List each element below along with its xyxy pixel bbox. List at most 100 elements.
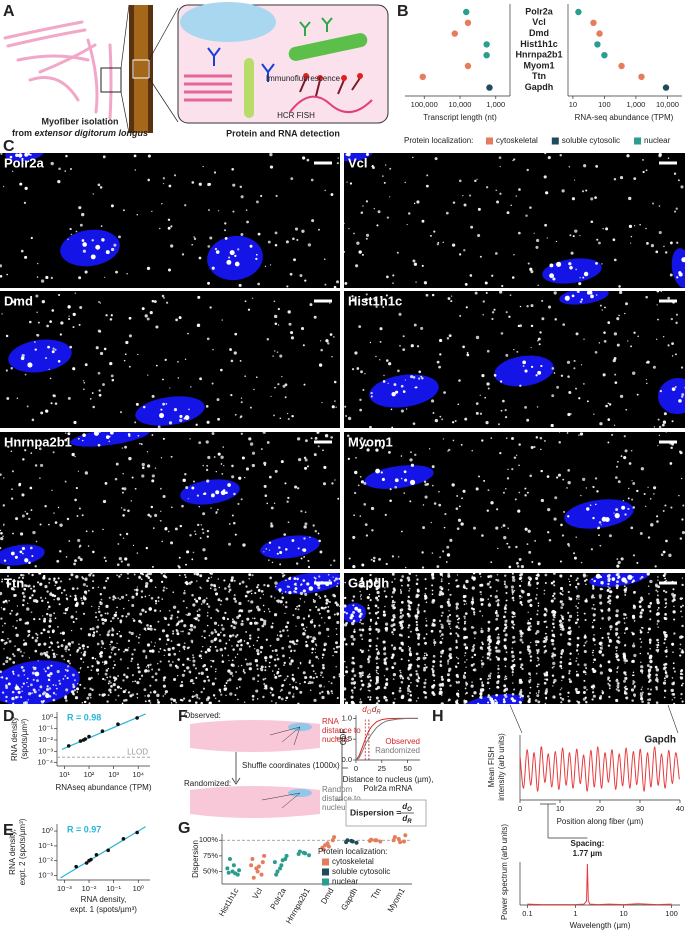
fish-spot — [296, 238, 299, 241]
fish-spot — [353, 232, 355, 235]
fish-spot — [160, 457, 163, 459]
fish-spot — [24, 373, 27, 376]
fish-spot — [262, 604, 265, 607]
fish-spot — [376, 587, 379, 589]
fish-spot — [267, 240, 271, 244]
fish-spot — [495, 600, 498, 603]
fish-spot — [193, 695, 196, 697]
fish-spot — [488, 635, 491, 638]
fish-spot — [99, 302, 101, 304]
fish-spot — [487, 674, 492, 678]
fish-spot — [679, 635, 683, 639]
x-tick-label: Ttn — [369, 887, 383, 902]
fish-spot — [28, 517, 31, 520]
x-tick-label: 10⁻³ — [57, 884, 72, 893]
point — [74, 864, 78, 869]
fish-spot — [591, 698, 594, 701]
fish-spot — [559, 628, 562, 631]
fish-spot — [113, 652, 117, 656]
fish-spot — [445, 211, 449, 215]
fish-spot — [425, 633, 428, 635]
fish-spot — [48, 646, 51, 649]
fish-spot — [424, 483, 428, 487]
fish-spot — [128, 434, 131, 438]
fish-spot — [309, 620, 314, 624]
fish-spot — [416, 588, 420, 592]
fish-spot — [359, 674, 363, 678]
label-hcr-fish: HCR FISH — [277, 111, 315, 120]
fish-spot — [139, 442, 141, 445]
fish-spot — [44, 504, 47, 508]
fish-spot — [264, 666, 267, 668]
fish-spot — [249, 634, 252, 637]
fish-spot — [681, 604, 684, 607]
fish-spot — [378, 587, 380, 590]
fish-spot — [64, 612, 67, 615]
fish-spot — [382, 647, 387, 651]
fish-spot — [279, 417, 282, 420]
fish-spot — [176, 622, 180, 626]
y-axis-label: expt. 2 (spots/µm³) — [18, 818, 27, 885]
fish-spot — [595, 294, 598, 296]
fish-spot — [665, 613, 667, 615]
fish-spot — [560, 687, 563, 689]
nucleus — [0, 544, 45, 566]
fish-spot — [22, 682, 25, 685]
fish-spot — [248, 573, 252, 577]
x-tick-label: Hist1h1c — [217, 887, 240, 918]
fish-spot — [318, 228, 320, 231]
fish-spot — [63, 589, 66, 592]
fish-spot — [650, 244, 655, 248]
fish-spot — [527, 695, 530, 698]
fish-spot — [385, 562, 388, 566]
x-tick-label: Polr2a — [269, 886, 289, 911]
fish-spot — [568, 672, 571, 675]
fish-spot — [376, 585, 379, 588]
fish-spot — [130, 657, 134, 660]
fish-spot — [263, 610, 266, 613]
fish-spot — [559, 560, 562, 563]
label-random-distance: nucleus — [322, 803, 350, 812]
fish-spot — [71, 587, 75, 591]
fish-spot — [608, 403, 612, 406]
isolation-subtitle: from extensor digitorum longus — [12, 128, 148, 138]
fish-spot — [529, 686, 532, 689]
fish-spot — [615, 573, 619, 577]
fish-spot — [229, 671, 233, 675]
fish-spot — [194, 701, 198, 704]
fish-spot — [209, 646, 212, 648]
fish-spot — [97, 329, 101, 333]
fish-spot — [513, 658, 516, 661]
fish-spot — [293, 583, 297, 586]
fish-spot — [189, 628, 194, 632]
fish-spot — [215, 510, 218, 514]
fish-spot — [626, 154, 630, 158]
fish-spot — [417, 377, 421, 380]
fish-spot — [105, 669, 109, 672]
fish-spot — [149, 578, 153, 583]
fish-spot — [167, 647, 171, 652]
fish-spot — [116, 606, 118, 609]
fish-spot — [680, 395, 684, 398]
fish-spot — [216, 508, 219, 511]
nuclear-spot — [614, 513, 620, 519]
fish-spot — [240, 195, 244, 199]
nuclear-spot — [530, 365, 534, 368]
fish-spot — [465, 306, 468, 309]
fish-spot — [531, 561, 534, 564]
fish-spot — [192, 656, 195, 659]
fish-spot — [485, 186, 489, 189]
fish-spot — [272, 355, 274, 357]
fish-spot — [131, 476, 134, 479]
fish-spot — [0, 264, 3, 268]
fish-spot — [414, 614, 418, 618]
fish-spot — [288, 586, 291, 588]
fish-spot — [151, 668, 154, 671]
fish-spot — [633, 686, 636, 689]
antibody — [299, 21, 311, 36]
fish-spot — [87, 545, 90, 547]
legend-title: Protein localization: — [404, 136, 473, 145]
micrograph — [0, 573, 340, 704]
fish-spot — [302, 627, 306, 631]
fish-spot — [149, 691, 152, 694]
